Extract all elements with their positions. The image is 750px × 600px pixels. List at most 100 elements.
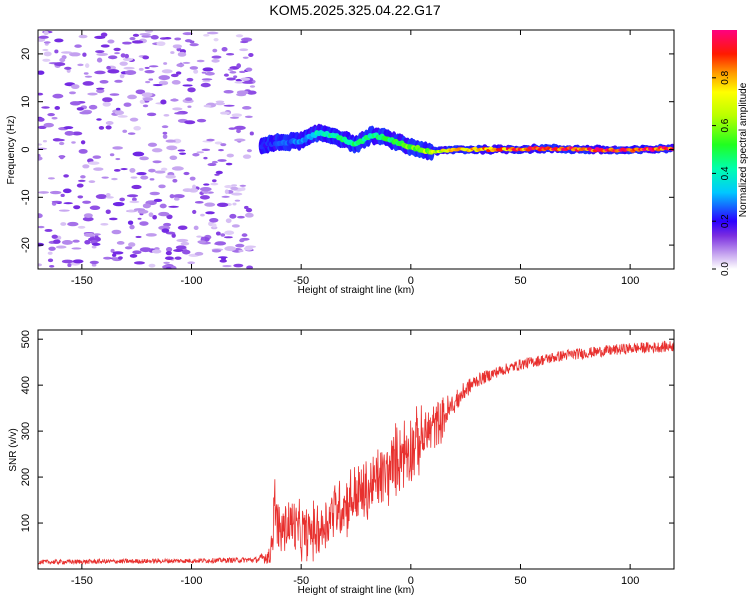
heatmap-noise-cell [51,116,58,120]
heatmap-noise-cell [146,112,157,117]
heatmap-noise-cell [183,171,190,176]
heatmap-noise-cell [142,55,150,60]
heatmap-noise-cell [82,164,90,169]
y-tick-label: 20 [20,48,32,60]
heatmap-noise-cell [120,53,126,58]
heatmap-noise-cell [249,85,256,88]
heatmap-noise-cell [215,231,221,236]
heatmap-noise-cell [38,242,45,247]
colorbar-tick-label: 0.8 [720,70,731,84]
heatmap-noise-cell [173,197,180,201]
heatmap-noise-cell [172,107,183,111]
heatmap-noise-cell [196,59,205,63]
heatmap-noise-cell [82,216,94,222]
heatmap-noise-cell [96,118,102,121]
y-tick-label: 500 [20,330,32,348]
heatmap-noise-cell [78,148,88,154]
heatmap-noise-cell [176,47,182,52]
heatmap-noise-cell [82,81,94,86]
heatmap-noise-cell [162,131,168,135]
heatmap-noise-cell [200,82,211,88]
heatmap-noise-cell [87,92,98,96]
heatmap-noise-cell [171,80,181,85]
heatmap-noise-cell [200,213,205,217]
heatmap-noise-cell [182,188,193,193]
heatmap-noise-cell [133,261,145,265]
heatmap-noise-cell [123,66,135,70]
snr-xlabel: Height of straight line (km) [298,585,415,596]
heatmap-noise-cell [119,197,125,202]
heatmap-noise-cell [233,263,244,268]
heatmap-noise-cell [64,66,72,70]
heatmap-noise-cell [105,125,112,130]
heatmap-noise-cell [172,138,182,144]
heatmap-noise-cell [211,59,220,63]
heatmap-noise-cell [69,101,81,106]
heatmap-noise-cell [59,155,64,160]
heatmap-noise-cell [165,266,172,269]
heatmap-noise-cell [38,70,45,75]
heatmap-noise-cell [144,69,155,74]
heatmap-noise-cell [172,44,182,49]
heatmap-noise-cell [88,104,98,110]
heatmap-noise-cell [248,52,254,57]
heatmap-noise-cell [229,116,240,119]
heatmap-noise-cell [52,93,64,99]
heatmap-noise-cell [38,225,45,229]
y-tick-label: 10 [20,96,32,108]
x-tick-label: 0 [408,575,414,587]
heatmap-noise-cell [47,177,55,180]
heatmap-noise-cell [216,202,229,208]
heatmap-noise-cell [127,209,135,213]
heatmap-noise-cell [243,246,253,251]
heatmap-noise-cell [215,170,223,175]
heatmap-noise-cell [111,229,122,235]
heatmap-noise-cell [238,249,244,253]
heatmap-noise-cell [96,88,105,94]
heatmap-noise-cell [229,213,237,219]
heatmap-noise-cell [110,248,115,253]
heatmap-noise-cell [107,69,120,74]
heatmap-noise-cell [165,247,173,252]
heatmap-noise-cell [132,250,142,255]
heatmap-noise-cell [142,104,149,108]
heatmap-noise-cell [145,200,153,203]
heatmap-noise-cell [96,52,108,56]
heatmap-noise-cell [59,57,66,63]
snr-frame [37,329,675,570]
heatmap-noise-cell [44,228,53,232]
heatmap-noise-cell [214,102,226,106]
heatmap-noise-cell [51,200,62,203]
heatmap-noise-cell [60,222,67,226]
heatmap-noise-cell [87,161,100,165]
heatmap-noise-cell [91,263,97,267]
heatmap-noise-cell [189,176,196,181]
heatmap-noise-cell [42,140,48,143]
heatmap-noise-cell [189,40,195,44]
heatmap-noise-cell [131,197,137,202]
heatmap-noise-cell [225,218,232,224]
heatmap-noise-cell [115,157,121,161]
heatmap-noise-cell [102,101,111,107]
heatmap-noise-cell [105,121,114,126]
heatmap-noise-cell [217,256,228,259]
heatmap-noise-cell [115,107,121,111]
heatmap-noise-cell [43,122,54,128]
figure-title: KOM5.2025.325.04.22.G17 [269,2,440,18]
heatmap-noise-cell [69,52,81,57]
heatmap-noise-cell [63,202,73,205]
heatmap-noise-cell [230,186,239,191]
heatmap-noise-cell [124,70,137,76]
heatmap-noise-cell [239,40,249,44]
heatmap-noise-cell [100,44,110,48]
heatmap-noise-cell [223,236,233,239]
heatmap-noise-cell [105,209,111,215]
heatmap-noise-cell [169,194,175,199]
heatmap-noise-cell [78,34,88,39]
colorbar-tick-label: 0.2 [720,214,731,228]
heatmap-noise-cell [203,156,208,160]
heatmap-noise-cell [170,98,179,102]
heatmap-noise-cell [242,154,252,159]
heatmap-noise-cell [222,264,232,268]
